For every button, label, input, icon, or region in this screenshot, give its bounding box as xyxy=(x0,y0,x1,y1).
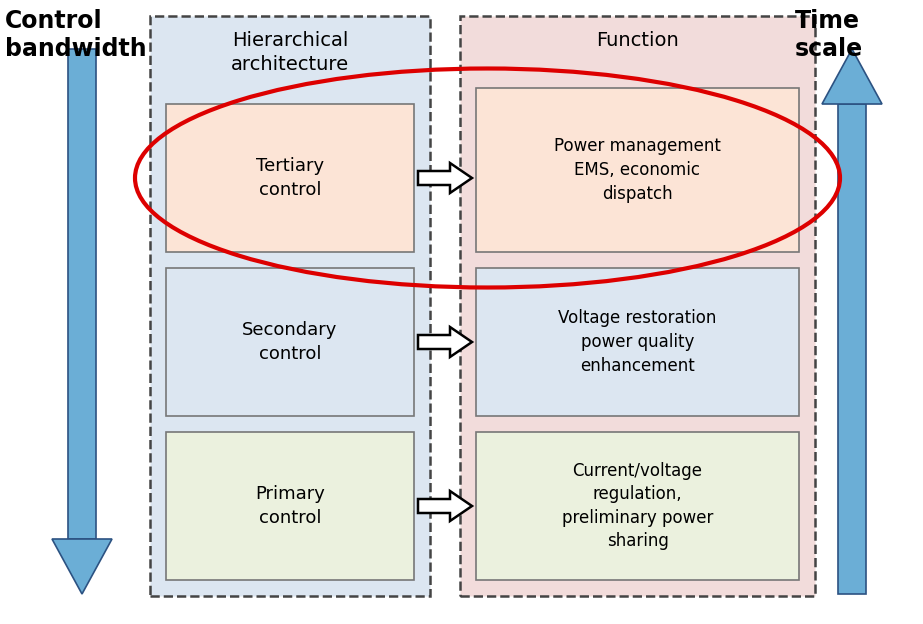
Bar xyxy=(476,432,799,580)
Text: Function: Function xyxy=(596,31,679,50)
Text: Tertiary
control: Tertiary control xyxy=(256,157,324,199)
Polygon shape xyxy=(822,49,882,104)
Text: Secondary
control: Secondary control xyxy=(243,321,338,363)
Bar xyxy=(460,16,815,596)
Bar xyxy=(166,104,414,252)
Polygon shape xyxy=(418,163,472,193)
Text: Current/voltage
regulation,
preliminary power
sharing: Current/voltage regulation, preliminary … xyxy=(562,462,713,550)
Bar xyxy=(68,49,96,539)
Bar xyxy=(166,268,414,416)
Text: Voltage restoration
power quality
enhancement: Voltage restoration power quality enhanc… xyxy=(558,310,716,374)
Bar xyxy=(476,268,799,416)
Text: Control
bandwidth: Control bandwidth xyxy=(5,9,147,61)
Polygon shape xyxy=(418,327,472,357)
Bar xyxy=(838,104,866,594)
Text: Hierarchical
architecture: Hierarchical architecture xyxy=(231,31,349,74)
Text: Primary
control: Primary control xyxy=(255,485,325,527)
Text: Time
scale: Time scale xyxy=(795,9,863,61)
Polygon shape xyxy=(418,491,472,521)
Bar xyxy=(150,16,430,596)
Bar xyxy=(166,432,414,580)
Text: Power management
EMS, economic
dispatch: Power management EMS, economic dispatch xyxy=(554,137,721,203)
Bar xyxy=(476,88,799,252)
Polygon shape xyxy=(52,539,112,594)
